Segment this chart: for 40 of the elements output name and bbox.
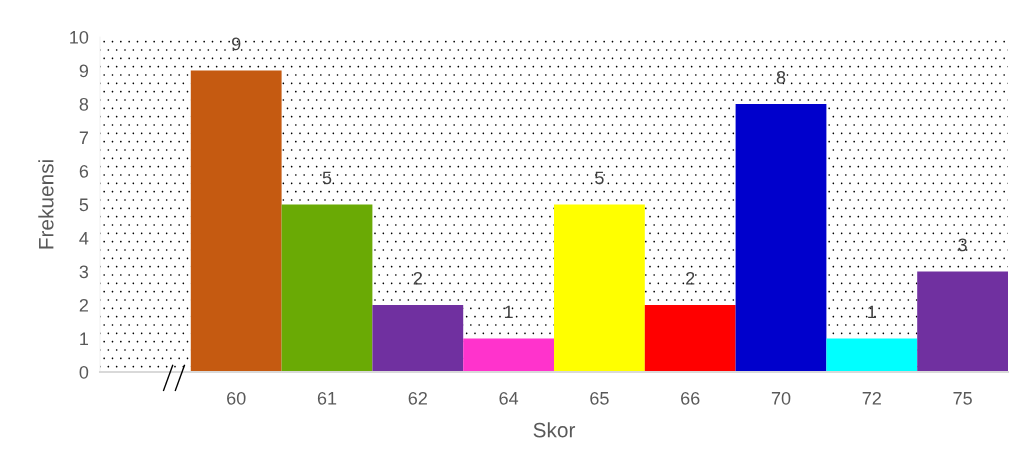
x-tick-label: 65 xyxy=(590,391,609,405)
bar xyxy=(372,305,464,372)
x-tick-label: 64 xyxy=(499,391,519,405)
data-label: 1 xyxy=(868,305,876,319)
bar xyxy=(826,338,918,372)
bar xyxy=(554,204,645,372)
data-label: 2 xyxy=(686,271,695,285)
bar xyxy=(281,204,373,372)
y-tick-label: 6 xyxy=(79,164,89,178)
data-label: 3 xyxy=(958,238,967,252)
x-tick-label: 70 xyxy=(771,391,791,405)
data-label: 2 xyxy=(413,271,422,285)
x-tick-label: 75 xyxy=(953,392,972,405)
bar xyxy=(644,305,736,372)
x-tick-label: 66 xyxy=(681,391,700,405)
data-label: 9 xyxy=(232,37,241,51)
x-tick-label: 62 xyxy=(408,391,427,405)
x-axis-title: Skor xyxy=(533,422,576,438)
bar xyxy=(463,338,554,372)
y-tick-label: 8 xyxy=(79,97,89,111)
y-tick-label: 7 xyxy=(79,131,88,145)
y-tick-label: 0 xyxy=(79,365,89,379)
y-tick-label: 5 xyxy=(79,198,89,212)
x-tick-label: 72 xyxy=(862,391,881,405)
y-tick-label: 4 xyxy=(79,232,89,245)
bar xyxy=(190,70,282,372)
data-label: 5 xyxy=(595,171,604,185)
y-tick-label: 9 xyxy=(79,64,89,78)
data-label: 8 xyxy=(776,70,786,84)
x-tick-label: 60 xyxy=(227,391,246,405)
x-tick-label: 61 xyxy=(317,391,337,405)
y-tick-label: 10 xyxy=(70,30,89,44)
data-label: 5 xyxy=(322,171,332,185)
bar xyxy=(735,104,827,372)
y-tick-label: 2 xyxy=(79,298,88,312)
y-tick-label: 3 xyxy=(79,265,89,279)
data-label: 1 xyxy=(504,305,513,319)
bar xyxy=(917,271,1008,372)
y-tick-label: 1 xyxy=(80,332,89,346)
y-axis-title: Frekuensi xyxy=(38,160,54,249)
